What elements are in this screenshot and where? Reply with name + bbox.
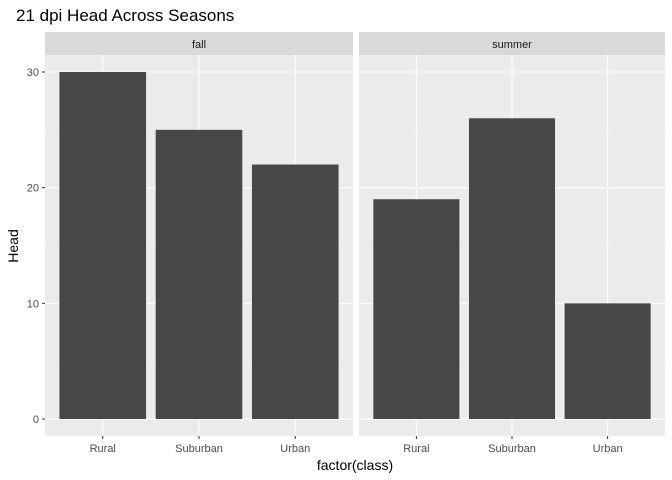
facet-strip-label: fall (192, 39, 206, 51)
facet-panels: fall Rural Suburban Urban summer Rural Suburba… (27, 32, 665, 455)
bar-summer-suburban (468, 118, 556, 420)
y-tick-label: 30 (27, 67, 39, 79)
x-tick-label: Suburban (488, 443, 536, 455)
chart-title: 21 dpi Head Across Seasons (16, 6, 234, 25)
bar-fall-suburban (155, 129, 243, 420)
bar-summer-urban (564, 303, 651, 419)
y-tick-label: 20 (27, 183, 39, 195)
y-tick-label: 10 (27, 298, 39, 310)
x-tick-label: Suburban (175, 443, 223, 455)
bar-fall-rural (59, 72, 147, 419)
x-axis-title: factor(class) (317, 457, 393, 473)
y-tick-label: 0 (33, 414, 39, 426)
y-axis-title: Head (5, 229, 21, 262)
facet-strip (359, 32, 665, 55)
x-tick-label: Rural (403, 443, 429, 455)
facet-panel-summer: summer Rural Suburban Urban (359, 32, 665, 455)
bar-fall-urban (251, 164, 339, 419)
x-tick-label: Urban (593, 443, 623, 455)
x-tick-label: Rural (90, 443, 116, 455)
x-tick-label: Urban (280, 443, 310, 455)
facet-strip (45, 32, 353, 55)
bar-summer-rural (373, 199, 460, 419)
facet-strip-label: summer (492, 39, 532, 51)
facet-panel-fall: fall Rural Suburban Urban (45, 32, 353, 455)
